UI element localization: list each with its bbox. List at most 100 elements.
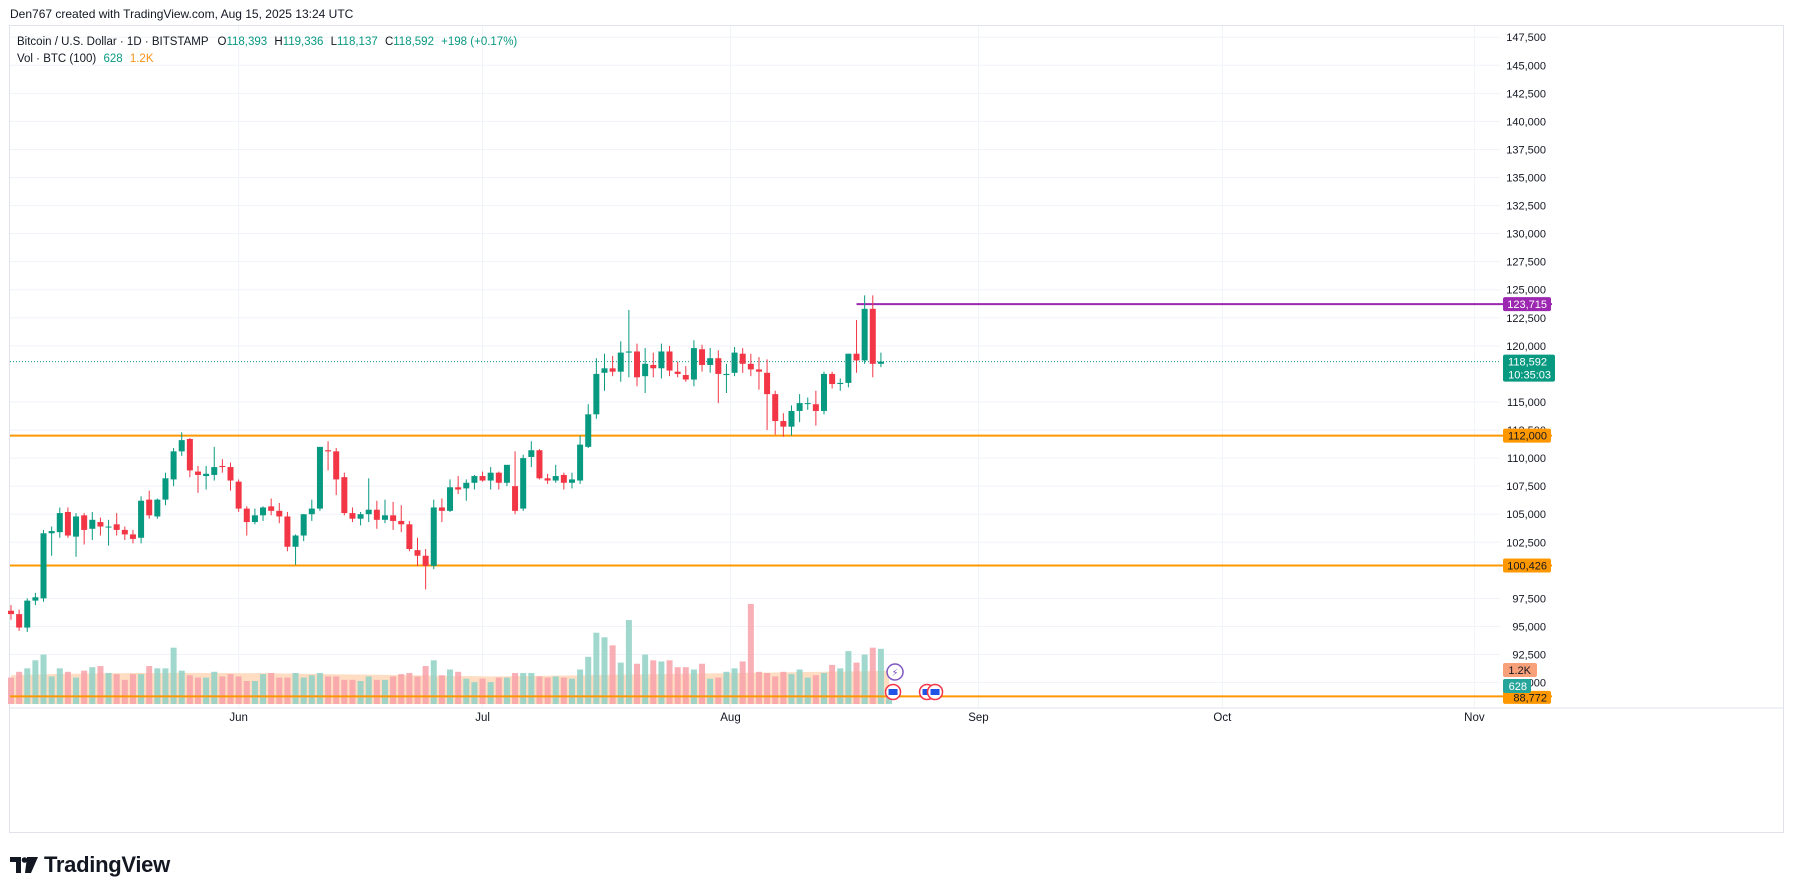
volume-bar bbox=[552, 676, 559, 704]
volume-bar bbox=[260, 674, 267, 704]
volume-bar bbox=[154, 668, 161, 704]
current-price-tag-bg bbox=[1503, 354, 1555, 382]
candle-body bbox=[780, 421, 787, 427]
candle-body bbox=[121, 529, 128, 535]
volume-bar bbox=[438, 675, 445, 704]
candle-body bbox=[471, 476, 478, 483]
symbol-label[interactable]: Bitcoin / U.S. Dollar · 1D · BITSTAMP bbox=[17, 36, 209, 48]
tradingview-logo[interactable]: TradingView bbox=[10, 852, 170, 878]
low-value: 118,137 bbox=[337, 36, 378, 48]
candle-body bbox=[495, 472, 502, 483]
volume-bar bbox=[520, 672, 527, 704]
us-flag-stripe-icon bbox=[888, 689, 898, 695]
close-value: 118,592 bbox=[393, 36, 434, 48]
candle-body bbox=[552, 476, 559, 481]
candle-body bbox=[520, 458, 527, 509]
lightning-glyph: ⚡ bbox=[892, 668, 899, 679]
volume-bar bbox=[471, 682, 478, 704]
volume-bar bbox=[788, 674, 795, 704]
volume-bar bbox=[829, 664, 836, 704]
price-tag-text: 123,715 bbox=[1507, 299, 1547, 311]
candle-body bbox=[48, 531, 55, 534]
price-tag-text: 112,000 bbox=[1508, 431, 1547, 443]
volume-bar bbox=[617, 662, 624, 704]
volume-bar bbox=[812, 675, 819, 704]
volume-ma-tag-bg bbox=[1503, 663, 1537, 677]
candle-body bbox=[853, 353, 860, 361]
candle-body bbox=[178, 440, 185, 452]
close-label: C bbox=[384, 36, 394, 48]
candle-body bbox=[414, 550, 421, 556]
candle-body bbox=[276, 510, 283, 517]
volume-bar bbox=[658, 661, 665, 704]
candle-body bbox=[113, 524, 120, 530]
volume-bar bbox=[56, 668, 63, 704]
candle-body bbox=[715, 358, 722, 374]
candle-body bbox=[560, 474, 567, 483]
candle-body bbox=[634, 351, 641, 378]
y-tick-label: 132,500 bbox=[1506, 201, 1546, 213]
y-tick-label: 145,000 bbox=[1506, 60, 1546, 72]
candle-body bbox=[642, 363, 649, 377]
volume-value: 628 bbox=[103, 53, 123, 65]
candle-body bbox=[707, 358, 714, 365]
volume-bar bbox=[585, 656, 592, 704]
candle-body bbox=[682, 375, 689, 380]
volume-bar bbox=[341, 679, 348, 704]
volume-bar bbox=[284, 677, 291, 704]
volume-label[interactable]: Vol · BTC (100) bbox=[17, 53, 97, 65]
candle-body bbox=[251, 515, 258, 523]
candle-body bbox=[146, 499, 153, 516]
y-tick-label: 147,500 bbox=[1506, 32, 1546, 44]
candle-body bbox=[308, 508, 315, 515]
volume-bar bbox=[203, 677, 210, 704]
volume-bar bbox=[390, 676, 397, 704]
candle-body bbox=[268, 506, 275, 511]
volume-bar bbox=[568, 678, 575, 704]
volume-bar bbox=[861, 654, 868, 704]
volume-bar bbox=[162, 668, 169, 704]
volume-bar bbox=[211, 671, 218, 704]
candle-body bbox=[503, 464, 510, 483]
candle-body bbox=[487, 472, 494, 481]
volume-bar bbox=[113, 674, 120, 704]
candle-body bbox=[674, 371, 681, 374]
volume-bar bbox=[739, 661, 746, 704]
change-value: +198 (+0.17%) bbox=[441, 36, 518, 48]
y-tick-label: 142,500 bbox=[1506, 88, 1546, 100]
candle-body bbox=[316, 446, 323, 509]
chart-frame[interactable] bbox=[9, 25, 1784, 833]
candle-body bbox=[666, 351, 673, 371]
volume-bar bbox=[381, 679, 388, 704]
volume-bar bbox=[455, 671, 462, 704]
price-tag-text: 88,772 bbox=[1513, 692, 1547, 704]
volume-bar bbox=[764, 672, 771, 704]
y-tick-label: 97,500 bbox=[1512, 593, 1546, 605]
volume-bar bbox=[869, 647, 876, 704]
candle-body bbox=[56, 513, 63, 533]
y-tick-label: 120,000 bbox=[1506, 341, 1546, 353]
candle-body bbox=[731, 352, 738, 373]
candle-body bbox=[544, 478, 551, 481]
volume-bar bbox=[886, 696, 893, 704]
volume-bar bbox=[723, 671, 730, 704]
volume-bar bbox=[48, 676, 55, 704]
candle-body bbox=[170, 451, 177, 480]
candle-body bbox=[194, 471, 201, 475]
volume-bar bbox=[422, 666, 429, 704]
y-tick-label: 140,000 bbox=[1506, 116, 1546, 128]
candle-body bbox=[284, 516, 291, 547]
high-value: 119,336 bbox=[282, 36, 324, 48]
low-label: L bbox=[330, 36, 338, 48]
volume-bar bbox=[682, 667, 689, 704]
candle-body bbox=[430, 507, 437, 566]
volume-bar bbox=[487, 682, 494, 704]
volume-bar bbox=[81, 670, 88, 704]
open-label: O bbox=[217, 36, 227, 48]
tradingview-logo-icon bbox=[10, 857, 38, 873]
candle-body bbox=[658, 351, 665, 369]
y-tick-label: 110,000 bbox=[1507, 453, 1546, 465]
volume-bar bbox=[146, 666, 153, 704]
candle-body bbox=[463, 482, 470, 489]
